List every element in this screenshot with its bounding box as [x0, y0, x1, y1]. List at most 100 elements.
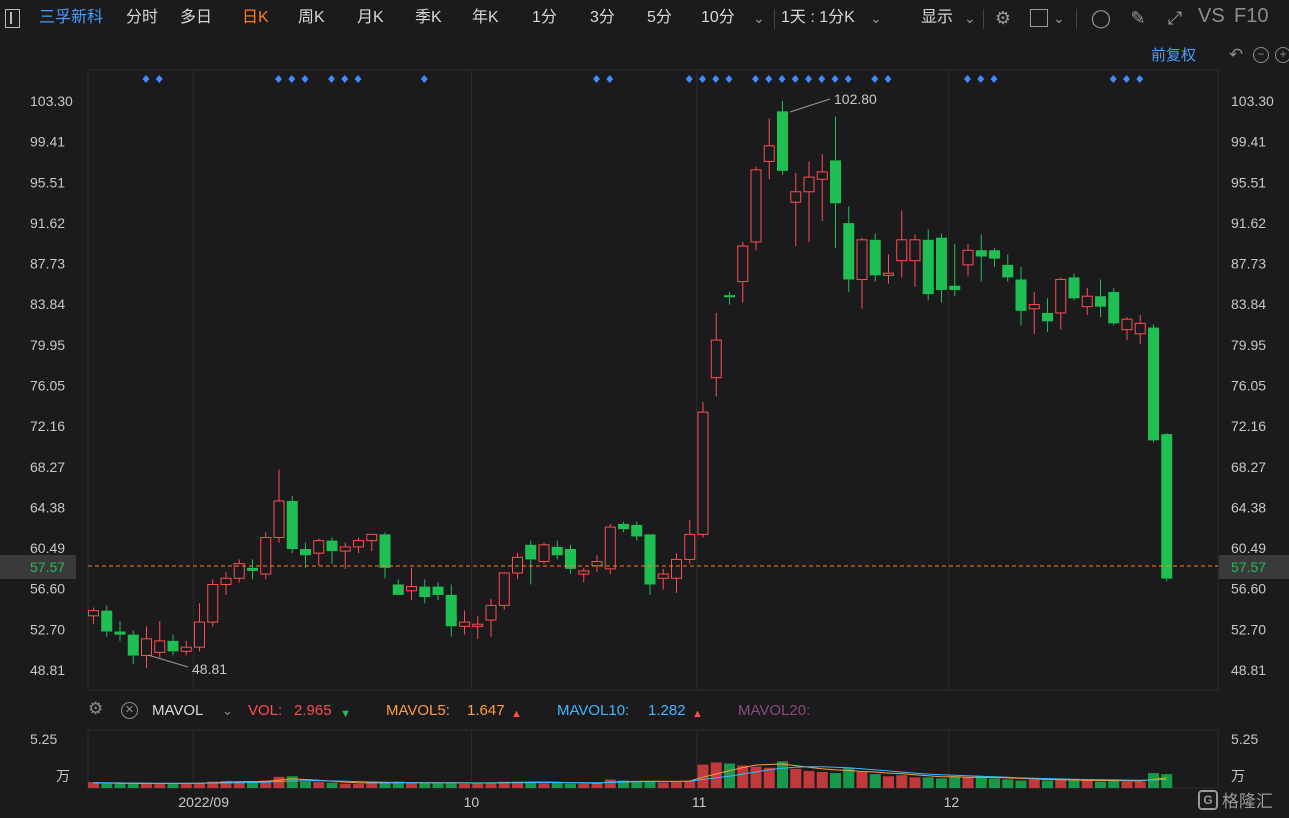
event-marker-icon[interactable]	[977, 75, 985, 83]
volume-bar	[989, 778, 1000, 788]
volume-bar	[777, 761, 788, 788]
tab-3min[interactable]: 3分	[590, 9, 615, 26]
event-marker-icon[interactable]	[354, 75, 362, 83]
candle	[1055, 277, 1067, 330]
stock-name[interactable]: 三孚新科	[39, 9, 104, 26]
volume-bar	[962, 777, 974, 788]
volume-bar	[525, 782, 537, 788]
display-menu[interactable]: 显示	[921, 9, 954, 26]
price-tick-left: 56.60	[30, 581, 65, 597]
volume-bar	[538, 783, 550, 788]
event-marker-icon[interactable]	[1123, 75, 1130, 83]
price-tick-left: 76.05	[30, 378, 65, 394]
pencil-icon[interactable]: ✎	[1130, 8, 1146, 28]
price-tick-left: 72.16	[30, 418, 65, 434]
more-tabs-chevron-icon[interactable]: ⌄	[753, 10, 765, 26]
tab-yearly-k[interactable]: 年K	[472, 9, 499, 26]
f10-button[interactable]: F10	[1234, 5, 1269, 27]
event-marker-icon[interactable]	[699, 75, 706, 83]
event-marker-icon[interactable]	[275, 75, 282, 83]
adjust-mode[interactable]: 前复权	[1151, 47, 1197, 64]
event-marker-icon[interactable]	[818, 75, 826, 83]
event-marker-icon[interactable]	[142, 75, 150, 83]
watermark-g-icon: G	[1198, 789, 1218, 810]
event-marker-icon[interactable]	[990, 75, 998, 83]
candle	[777, 100, 788, 176]
tab-weekly-k[interactable]: 周K	[298, 9, 325, 26]
candlestick-series	[88, 100, 1173, 669]
tab-5min[interactable]: 5分	[647, 9, 672, 26]
sidebar-toggle-icon[interactable]	[5, 9, 20, 28]
event-markers[interactable]	[142, 75, 1144, 83]
event-marker-icon[interactable]	[606, 75, 614, 83]
event-marker-icon[interactable]	[1136, 75, 1144, 83]
volume-bar	[644, 781, 656, 788]
tab-duori[interactable]: 多日	[180, 9, 213, 26]
event-marker-icon[interactable]	[884, 75, 892, 83]
price-axis: 103.30 103.30 99.41 99.41 95.51 95.51 91.62 91.…	[30, 93, 1274, 678]
candle	[472, 615, 484, 639]
time-axis: 2022/09 10 11 12	[178, 794, 959, 810]
event-marker-icon[interactable]	[725, 75, 733, 83]
event-marker-icon[interactable]	[844, 75, 852, 83]
volume-bar	[657, 782, 669, 788]
event-marker-icon[interactable]	[288, 75, 296, 83]
event-marker-icon[interactable]	[328, 75, 335, 83]
event-marker-icon[interactable]	[712, 75, 720, 83]
candle	[565, 544, 576, 575]
tab-fenshi[interactable]: 分时	[126, 9, 159, 26]
indicator-chevron-icon[interactable]: ⌄	[222, 703, 233, 718]
tab-10min[interactable]: 10分	[701, 9, 735, 26]
indicator-settings-gear-icon[interactable]: ⚙	[88, 699, 104, 718]
event-marker-icon[interactable]	[752, 75, 759, 83]
event-marker-icon[interactable]	[964, 75, 971, 83]
tab-monthly-k[interactable]: 月K	[357, 9, 384, 26]
layout-chevron-icon[interactable]: ⌄	[1053, 10, 1065, 26]
event-marker-icon[interactable]	[301, 75, 309, 83]
price-tick-left: 91.62	[30, 215, 65, 231]
event-marker-icon[interactable]	[155, 75, 163, 83]
event-marker-icon[interactable]	[341, 75, 349, 83]
zoom-in-icon[interactable]: +	[1275, 47, 1289, 63]
price-tick-right: 48.81	[1231, 662, 1266, 678]
volume-bar	[869, 774, 881, 788]
max-label-leader	[789, 98, 831, 113]
vs-compare-button[interactable]: VS	[1198, 5, 1225, 27]
volume-bar	[631, 781, 643, 788]
display-chevron-icon[interactable]: ⌄	[964, 10, 976, 26]
event-marker-icon[interactable]	[1109, 75, 1117, 83]
event-marker-icon[interactable]	[685, 75, 693, 83]
candle	[843, 206, 855, 293]
undo-icon[interactable]: ↶	[1228, 45, 1244, 64]
camera-icon[interactable]: ◯	[1090, 8, 1112, 28]
event-marker-icon[interactable]	[420, 75, 428, 83]
candle	[406, 567, 417, 601]
volume-bar	[578, 783, 590, 788]
volume-bar	[790, 768, 802, 788]
event-marker-icon[interactable]	[871, 75, 879, 83]
event-marker-icon[interactable]	[831, 75, 839, 83]
tab-quarterly-k[interactable]: 季K	[415, 9, 442, 26]
event-marker-icon[interactable]	[593, 75, 600, 83]
candle	[763, 118, 775, 180]
interval-select[interactable]: 1天 : 1分K	[781, 9, 855, 26]
volume-bar	[1081, 780, 1093, 788]
settings-gear-icon[interactable]: ⚙	[994, 8, 1012, 28]
fullscreen-icon[interactable]: ⤢	[1167, 8, 1183, 28]
zoom-out-icon[interactable]: −	[1253, 47, 1269, 63]
event-marker-icon[interactable]	[778, 75, 786, 83]
candle	[286, 495, 298, 554]
event-marker-icon[interactable]	[765, 75, 773, 83]
volume-bars	[88, 761, 1173, 788]
candle	[1068, 273, 1080, 301]
volume-bar	[1095, 781, 1106, 788]
tab-1min[interactable]: 1分	[532, 9, 557, 26]
layout-square-icon[interactable]	[1030, 9, 1048, 27]
indicator-close-icon[interactable]: ✕	[121, 702, 138, 719]
interval-chevron-icon[interactable]: ⌄	[870, 10, 882, 26]
indicator-name[interactable]: MAVOL	[152, 702, 204, 719]
event-marker-icon[interactable]	[791, 75, 799, 83]
tab-daily-k[interactable]: 日K	[242, 9, 269, 26]
event-marker-icon[interactable]	[805, 75, 812, 83]
